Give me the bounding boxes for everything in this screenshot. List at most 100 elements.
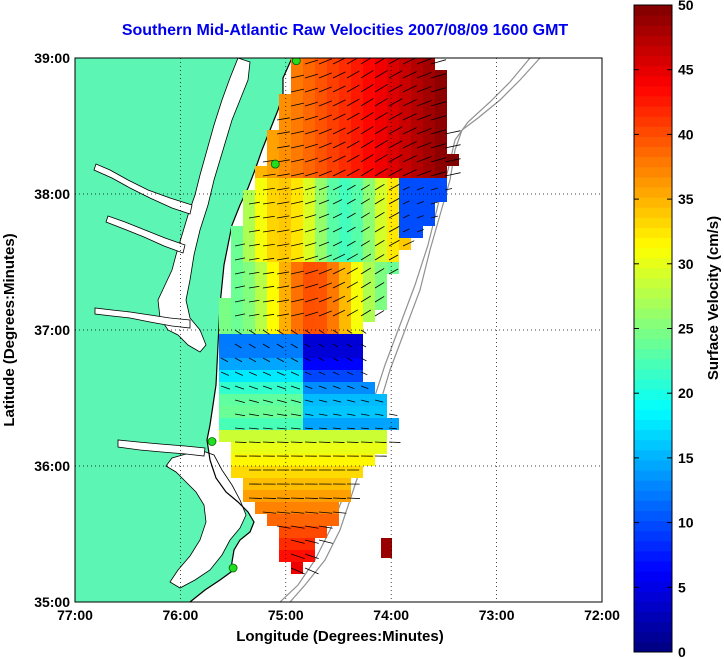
velocity-cell: [291, 310, 303, 322]
velocity-cell: [303, 226, 315, 238]
velocity-vector: [444, 130, 461, 135]
velocity-cell: [267, 226, 279, 238]
velocity-vector: [234, 329, 242, 335]
velocity-vector: [248, 313, 260, 317]
velocity-cell: [303, 466, 315, 478]
colorbar-tick-label: 5: [678, 579, 686, 595]
radar-station: [291, 58, 301, 66]
velocity-cell: [375, 262, 387, 274]
velocity-vector: [276, 313, 290, 317]
velocity-cell: [291, 490, 303, 502]
velocity-vector: [332, 497, 346, 499]
velocity-vector: [430, 143, 447, 149]
colorbar-step: [634, 621, 672, 633]
velocity-cell: [255, 406, 267, 418]
velocity-cell: [351, 310, 363, 322]
colorbar-step: [634, 65, 672, 77]
velocity-cell: [399, 178, 411, 190]
velocity-cell: [255, 262, 267, 274]
velocity-cell: [231, 394, 243, 406]
velocity-cell: [231, 382, 243, 394]
velocity-cell: [387, 94, 399, 106]
velocity-cell: [423, 82, 435, 94]
colorbar-step: [634, 571, 672, 582]
velocity-vector: [332, 281, 346, 289]
velocity-vector: [304, 228, 317, 233]
velocity-vector: [402, 228, 410, 233]
velocity-cell: [315, 334, 327, 346]
velocity-vector: [360, 253, 372, 261]
velocity-vector: [332, 329, 339, 334]
velocity-cell: [435, 82, 447, 94]
velocity-cell: [351, 118, 363, 130]
coastline: [189, 58, 293, 602]
velocity-cell: [303, 94, 315, 106]
velocity-cell: [231, 262, 243, 274]
velocity-cell: [243, 406, 255, 418]
velocity-vector: [234, 271, 246, 275]
velocity-cell: [279, 490, 291, 502]
velocity-cell: [279, 226, 291, 238]
velocity-cell: [255, 178, 267, 190]
colorbar-step: [634, 308, 672, 319]
velocity-cell: [315, 346, 327, 358]
velocity-vector: [304, 311, 319, 317]
velocity-vector: [346, 240, 356, 247]
velocity-vector: [374, 154, 388, 163]
velocity-vector: [332, 427, 341, 430]
velocity-vector: [374, 225, 385, 233]
velocity-vector: [346, 154, 360, 163]
velocity-vector: [332, 185, 343, 191]
velocity-vector: [290, 228, 304, 233]
velocity-vector: [234, 413, 246, 417]
velocity-vector: [388, 70, 403, 79]
velocity-cell: [243, 346, 255, 358]
velocity-vector: [276, 131, 290, 135]
velocity-vector: [290, 172, 304, 177]
velocity-cell: [219, 382, 231, 394]
velocity-cell: [279, 550, 291, 562]
velocity-vector: [262, 511, 277, 514]
velocity-cell: [255, 370, 267, 382]
velocity-cell: [255, 286, 267, 298]
colorbar-step: [634, 601, 672, 613]
colorbar-step: [634, 480, 672, 491]
velocity-vector: [318, 282, 332, 289]
velocity-cell: [315, 226, 327, 238]
velocity-cell: [303, 538, 315, 550]
velocity-vector: [332, 71, 346, 79]
velocity-cell: [303, 514, 315, 526]
velocity-vector: [430, 201, 439, 205]
velocity-cell: [279, 538, 291, 550]
velocity-cell: [279, 502, 291, 514]
velocity-cell: [267, 286, 279, 298]
velocity-cell: [339, 58, 351, 70]
velocity-cell: [351, 190, 363, 202]
velocity-cell: [267, 190, 279, 202]
velocity-cell: [315, 526, 327, 538]
velocity-cell: [255, 382, 267, 394]
colorbar-step: [634, 631, 672, 643]
velocity-cell: [243, 214, 255, 226]
velocity-vector: [276, 229, 290, 233]
velocity-cell: [267, 418, 279, 430]
velocity-vector: [304, 385, 313, 389]
velocity-vector: [332, 155, 346, 163]
velocity-vector: [318, 525, 333, 529]
map-grid: [75, 58, 602, 602]
velocity-cell: [231, 310, 243, 322]
velocity-cell: [255, 298, 267, 310]
velocity-vector: [304, 200, 317, 205]
velocity-vector: [318, 539, 333, 544]
velocity-cell: [375, 226, 387, 238]
velocity-cell: [339, 370, 351, 382]
colorbar-step: [634, 530, 672, 542]
velocity-cell: [351, 106, 363, 118]
velocity-cell: [267, 466, 279, 478]
velocity-cell: [351, 214, 363, 226]
velocity-vector: [248, 441, 261, 443]
velocity-cell: [267, 310, 279, 322]
velocity-vector: [290, 539, 305, 544]
velocity-vector: [248, 497, 262, 499]
velocity-vector: [430, 187, 439, 191]
